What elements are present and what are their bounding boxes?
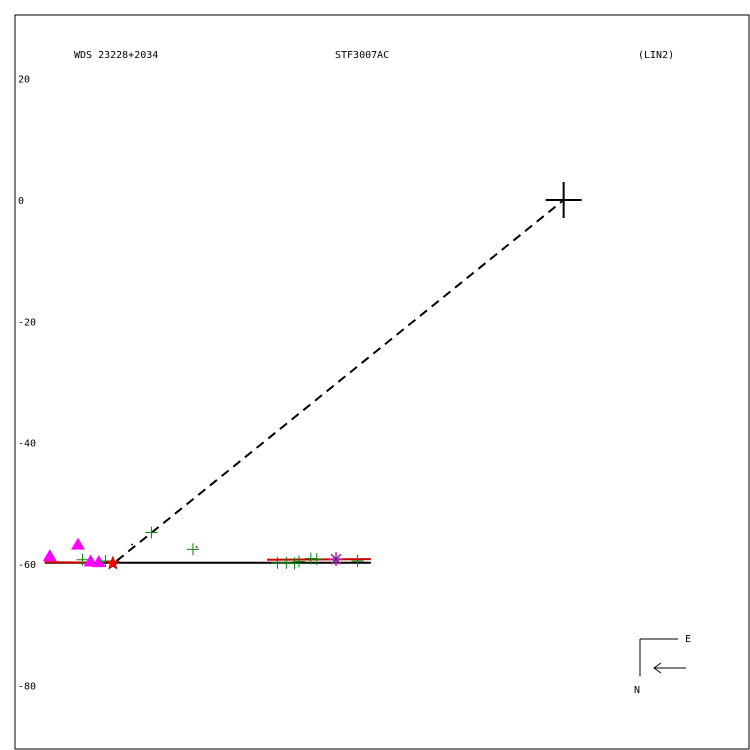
y-tick-label: -40	[18, 439, 36, 450]
y-tick-label: -60	[18, 560, 36, 571]
compass-north-label: N	[634, 685, 640, 696]
header-discoverer: STF3007AC	[335, 50, 389, 61]
compass: E N	[634, 634, 691, 696]
primary-star-marker	[545, 182, 582, 219]
observation-plus	[310, 553, 323, 566]
observations	[42, 526, 364, 570]
observation-dot	[131, 543, 134, 546]
observation-triangle	[91, 555, 106, 568]
compass-east-label: E	[685, 634, 691, 645]
observation-triangle	[42, 549, 57, 562]
observation-plus	[76, 553, 89, 566]
observation-plus	[292, 555, 305, 568]
observation-dot	[195, 546, 198, 548]
primary-star-cross	[545, 182, 582, 219]
y-tick-label: 0	[18, 196, 24, 207]
observation-asterisk-core	[332, 555, 340, 563]
dashed-connector-line	[115, 199, 565, 562]
header-wds-id: WDS 23228+2034	[74, 50, 158, 61]
y-tick-label: -20	[18, 317, 36, 328]
plot-frame	[14, 14, 750, 750]
y-tick-label: 20	[18, 75, 30, 86]
compass-arrow-head	[653, 662, 662, 674]
observation-star	[105, 555, 121, 570]
observation-plus	[145, 526, 158, 539]
header-reference: (LIN2)	[638, 50, 674, 61]
observation-plus	[280, 556, 293, 569]
observation-plus	[351, 554, 364, 567]
observation-triangle	[71, 537, 86, 550]
observation-plus	[304, 552, 317, 565]
observation-plus	[186, 543, 199, 556]
y-axis-tick-labels: 20 0 -20 -40 -60 -80	[18, 75, 36, 693]
y-tick-label: -80	[18, 681, 36, 692]
